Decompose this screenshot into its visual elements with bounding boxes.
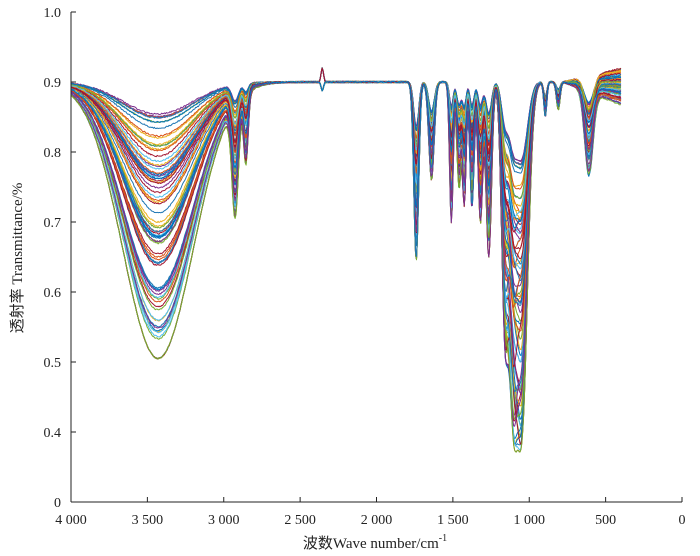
y-tick-label: 0.7 xyxy=(44,216,62,231)
spectrum-line xyxy=(70,69,621,250)
spectrum-line xyxy=(70,80,622,165)
spectrum-line xyxy=(71,80,622,187)
y-axis-title: 透射率 Transmittance/% xyxy=(9,183,26,334)
x-axis-title: 波数Wave number/cm-1 xyxy=(303,533,447,552)
spectrum-line xyxy=(70,67,622,322)
x-tick-label: 3 000 xyxy=(208,513,240,528)
y-tick-label: 0.8 xyxy=(44,146,62,161)
spectrum-line xyxy=(70,80,622,356)
spectrum-line xyxy=(70,67,622,298)
x-tick-label: 4 000 xyxy=(55,513,87,528)
spectrum-line xyxy=(70,76,621,166)
spectrum-line xyxy=(70,68,622,234)
x-tick-label: 2 000 xyxy=(361,513,393,528)
spectrum-line xyxy=(70,80,622,446)
spectrum-line xyxy=(70,68,622,368)
spectrum-line xyxy=(70,80,622,420)
spectrum-line xyxy=(71,80,622,304)
y-tick-label: 0.5 xyxy=(44,356,62,371)
spectrum-line xyxy=(71,67,622,308)
spectrum-line xyxy=(70,80,622,445)
x-axis-title-superscript: -1 xyxy=(439,533,447,544)
spectrum-line xyxy=(70,80,621,199)
spectrum-line xyxy=(70,71,621,269)
spectrum-line xyxy=(70,80,622,307)
spectrum-line xyxy=(70,80,622,332)
axes xyxy=(70,11,683,503)
tick-labels: 0 0.4 0.5 0.6 0.7 0.8 0.9 1.0 4 000 3 500 3 000 2 5… xyxy=(44,6,686,528)
spectrum-line xyxy=(70,67,622,440)
spectrum-line xyxy=(70,80,622,166)
spectrum-line xyxy=(70,70,621,426)
spectrum-line xyxy=(70,67,622,250)
y-tick-label: 1.0 xyxy=(44,6,62,21)
spectrum-line xyxy=(70,80,622,418)
spectra-series xyxy=(70,67,622,453)
x-tick-label: 2 500 xyxy=(284,513,316,528)
spectrum-line xyxy=(70,80,622,240)
spectrum-line xyxy=(70,67,622,213)
x-tick-label: 500 xyxy=(595,513,616,528)
spectrum-line xyxy=(70,80,622,422)
spectrum-line xyxy=(70,73,622,426)
spectrum-line xyxy=(70,80,622,363)
y-tick-label: 0 xyxy=(54,496,61,511)
spectrum-line xyxy=(70,80,622,233)
y-tick-label: 0.4 xyxy=(44,426,62,441)
spectrum-line xyxy=(70,68,622,235)
spectrum-line xyxy=(70,72,622,445)
spectrum-line xyxy=(70,80,622,427)
y-tick-label: 0.9 xyxy=(44,76,62,91)
x-tick-label: 1 000 xyxy=(514,513,546,528)
spectrum-line xyxy=(70,68,622,389)
x-tick-label: 3 500 xyxy=(132,513,164,528)
spectrum-line xyxy=(70,80,622,169)
y-tick-label: 0.6 xyxy=(44,286,62,301)
x-tick-label: 0 xyxy=(679,513,686,528)
x-tick-label: 1 500 xyxy=(437,513,469,528)
spectrum-line xyxy=(70,67,622,420)
x-axis-title-main: 波数Wave number/cm xyxy=(303,535,439,552)
